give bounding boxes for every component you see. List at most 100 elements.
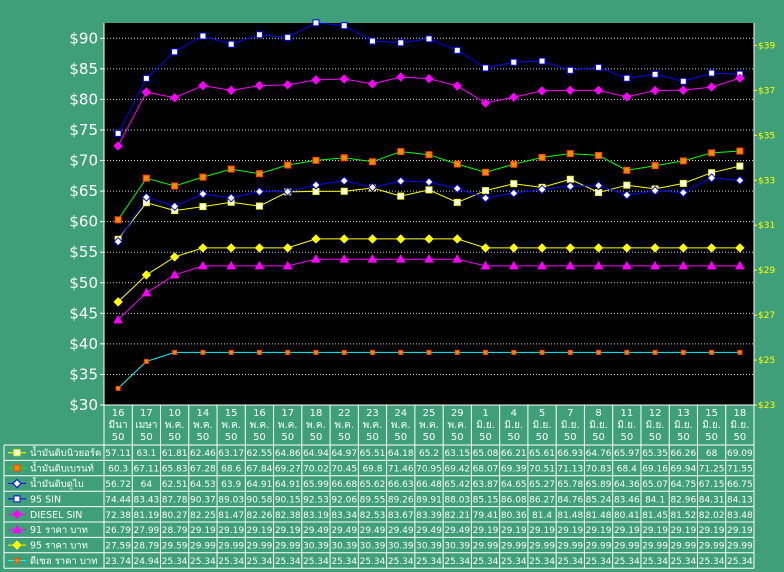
legend-label: 91 ราคา บาท — [30, 525, 88, 536]
data-point — [482, 64, 490, 72]
table-cell: 80.27 — [162, 511, 188, 521]
data-point — [452, 183, 462, 194]
legend-label: ดีเซล ราคา บาท — [30, 555, 97, 567]
data-point — [509, 188, 519, 198]
y-tick-label: $55 — [69, 243, 98, 261]
table-cell: 81.19 — [134, 511, 160, 521]
table-cell: 69.8 — [362, 465, 382, 475]
table-cell: 25.34 — [360, 557, 386, 567]
data-point — [426, 349, 432, 355]
table-cell: 64.86 — [275, 449, 301, 459]
data-point — [650, 260, 660, 270]
data-point — [396, 72, 406, 82]
data-point — [425, 35, 433, 43]
data-point — [340, 22, 348, 30]
data-point — [678, 260, 689, 270]
x-tick-label: มิ.ย. — [504, 420, 523, 431]
data-point — [595, 63, 603, 71]
data-point — [424, 254, 434, 263]
data-point — [537, 86, 547, 96]
table-cell: 87.78 — [162, 495, 188, 505]
x-tick-label: 13 — [677, 408, 690, 419]
table-cell: 30.39 — [331, 542, 357, 552]
data-point — [368, 37, 376, 45]
data-point — [169, 93, 180, 103]
data-point — [282, 186, 293, 197]
table-cell: 29.19 — [218, 526, 244, 536]
table-cell: 82.53 — [360, 511, 386, 521]
data-point — [255, 170, 263, 178]
table-cell: 68.07 — [473, 465, 499, 475]
data-point — [736, 162, 744, 170]
table-cell: 28.79 — [134, 542, 160, 552]
table-cell: 71.13 — [557, 465, 583, 475]
table-cell: 25.34 — [388, 557, 414, 567]
y2-tick-label: $33 — [758, 176, 775, 186]
table-cell: 29.19 — [275, 526, 301, 536]
table-cell: 25.34 — [331, 557, 357, 567]
table-cell: 84.31 — [699, 495, 725, 505]
data-point — [735, 260, 745, 270]
x-tick-label: มิ.ย. — [617, 420, 636, 431]
data-point — [142, 74, 150, 82]
table-cell: 29.49 — [360, 526, 386, 536]
data-point — [482, 187, 490, 195]
x-tick-label: มิ.ย. — [674, 420, 693, 431]
table-cell: 68.4 — [617, 465, 637, 475]
table-cell: 70.95 — [416, 465, 442, 475]
table-cell: 64.75 — [670, 480, 696, 490]
x-tick-label: 7 — [567, 408, 573, 419]
table-cell: 65.83 — [162, 465, 188, 475]
table-cell: 29.99 — [557, 542, 583, 552]
data-point — [706, 82, 717, 92]
data-point — [284, 161, 292, 169]
table-cell: 29.49 — [444, 526, 470, 536]
table-cell: 30.39 — [360, 542, 386, 552]
x-tick-label: 16 — [112, 408, 125, 419]
table-cell: 83.39 — [416, 511, 442, 521]
table-cell: 29.19 — [727, 526, 753, 536]
table-cell: 67.84 — [247, 465, 273, 475]
table-cell: 82.96 — [670, 495, 696, 505]
table-cell: 66.68 — [331, 480, 357, 490]
data-point — [339, 74, 349, 84]
x-tick-label: พ.ค. — [419, 420, 439, 431]
data-point — [595, 189, 603, 197]
table-cell: 86.08 — [501, 495, 527, 505]
data-point — [169, 252, 180, 262]
table-cell: 25.34 — [727, 557, 753, 567]
data-point — [113, 141, 123, 151]
data-point — [454, 349, 460, 355]
table-cell: 92.06 — [331, 495, 357, 505]
data-point — [650, 85, 660, 96]
table-cell: 27.59 — [105, 542, 131, 552]
data-point — [650, 243, 660, 253]
data-point — [425, 151, 433, 159]
table-cell: 70.45 — [331, 465, 357, 475]
table-cell: 60.3 — [108, 465, 128, 475]
table-cell: 65.62 — [360, 480, 386, 490]
table-cell: 29.99 — [614, 542, 640, 552]
table-cell: 65.42 — [444, 480, 470, 490]
x-tick-label: พ.ค. — [278, 420, 298, 431]
x-tick-label: พ.ค. — [193, 420, 213, 431]
table-cell: 29.19 — [529, 526, 555, 536]
x-tick-label: 10 — [168, 408, 181, 419]
data-point — [706, 173, 717, 183]
data-point — [199, 173, 207, 181]
data-point — [480, 260, 491, 270]
table-cell: 90.58 — [247, 495, 273, 505]
data-point — [226, 260, 237, 270]
table-cell: 63.17 — [218, 449, 244, 459]
data-point — [735, 175, 745, 186]
table-cell: 29.19 — [586, 526, 612, 536]
data-point — [537, 184, 547, 195]
table-cell: 64.76 — [586, 449, 612, 459]
table-cell: 65.97 — [614, 449, 640, 459]
table-cell: 69.16 — [642, 465, 668, 475]
table-cell: 25.34 — [218, 557, 244, 567]
data-point — [113, 297, 123, 307]
data-point — [596, 349, 602, 355]
x-tick-label: 50 — [451, 432, 464, 443]
table-cell: 83.19 — [303, 511, 329, 521]
